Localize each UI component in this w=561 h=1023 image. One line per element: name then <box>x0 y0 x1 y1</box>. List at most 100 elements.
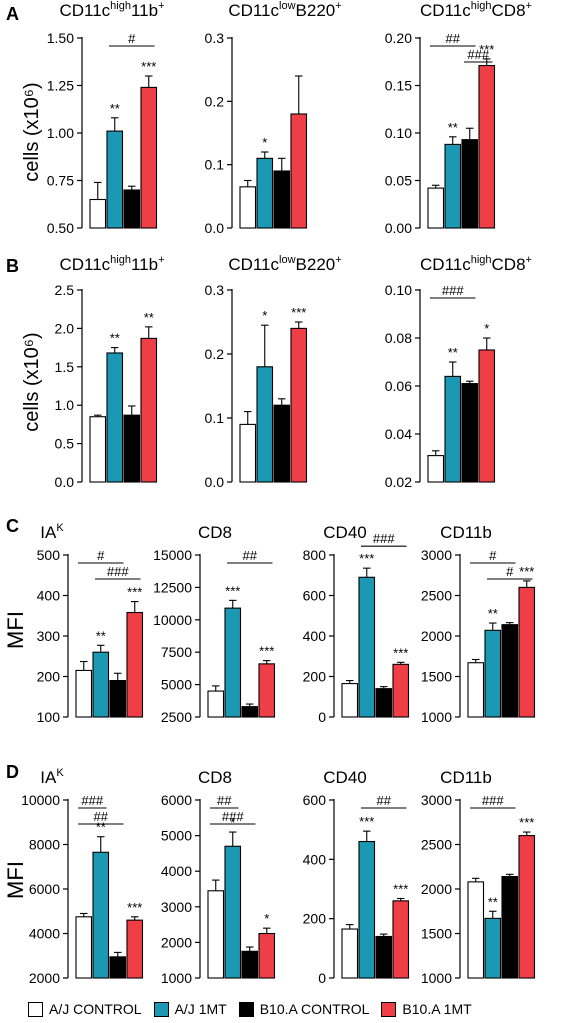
y-tick-label: 10000 <box>21 792 60 808</box>
bracket-label: ### <box>467 47 489 62</box>
chart-title: CD11clowB220+ <box>228 254 341 274</box>
y-axis-label-a: cells (x10⁶) <box>21 82 43 181</box>
significance-stars: *** <box>141 59 156 74</box>
y-tick-label: 2000 <box>161 934 192 950</box>
y-tick-label: 2000 <box>421 628 452 644</box>
y-tick-label: 0.05 <box>385 173 412 189</box>
legend-swatch-b10a-1mt <box>381 1001 397 1017</box>
bar-b10-a-control <box>273 404 291 483</box>
y-tick-label: 4000 <box>29 926 60 942</box>
y-tick-label: 3000 <box>161 899 192 915</box>
y-tick-label: 2500 <box>421 588 452 604</box>
title-text: B220 <box>296 255 336 274</box>
bar-b10-a-control <box>501 624 519 718</box>
bar-a-j-control <box>467 662 485 718</box>
chart-title: CD11b <box>440 768 492 787</box>
y-tick-label: 1000 <box>421 709 452 725</box>
bar-a-j-control <box>207 690 225 718</box>
chart-title: CD8 <box>198 523 232 542</box>
bar-a-j-control <box>427 187 445 229</box>
bar-a-j-control <box>239 186 257 229</box>
chart-2: CD11clowB220+ 0.0 0.1 0.2 0.3 * <box>205 0 342 236</box>
significance-stars: ** <box>448 345 458 360</box>
bar-a-j-1mt <box>92 651 110 718</box>
y-axis-label-b: cells (x10⁶) <box>21 332 43 431</box>
title-superscript: low <box>279 254 296 266</box>
bar-a-j-1mt <box>358 840 376 979</box>
bar-a-j-1mt <box>484 629 502 718</box>
bar-b10-a-1mt <box>478 65 496 229</box>
y-tick-label: 100 <box>37 709 61 725</box>
bar-a-j-control <box>89 198 107 229</box>
significance-stars: ** <box>110 331 120 346</box>
bracket-label: ### <box>482 793 504 808</box>
y-tick-label: 500 <box>37 547 61 563</box>
significance-stars: *** <box>393 645 408 660</box>
y-tick-label: 200 <box>303 911 327 927</box>
legend-label-aj-control: A/J CONTROL <box>49 1001 142 1017</box>
title-superscript: + <box>526 254 532 266</box>
bar-a-j-control <box>341 928 359 979</box>
bar-a-j-control <box>75 669 93 718</box>
y-tick-label: 2000 <box>421 881 452 897</box>
title-superscript: K <box>56 767 64 779</box>
title-text: CD8 <box>492 1 526 20</box>
legend-item-b10a-1mt: B10.A 1MT <box>381 1001 472 1017</box>
chart-6: CD11chighCD8+0.020.040.060.080.10***### <box>385 254 532 490</box>
chart-title: CD8 <box>198 768 232 787</box>
title-superscript: high <box>110 254 131 266</box>
chart-title: CD40 <box>323 768 366 787</box>
y-tick-label: 4000 <box>161 863 192 879</box>
y-tick-label: 1.00 <box>47 125 74 141</box>
y-tick-label: 0.50 <box>47 220 74 236</box>
y-tick-label: 1.5 <box>55 359 75 375</box>
bracket-label: ### <box>442 283 464 298</box>
bracket-label: # <box>506 564 514 579</box>
y-tick-label: 400 <box>303 851 327 867</box>
y-axis-label-d: MFI <box>3 861 28 899</box>
panel-letter-a: A <box>6 4 19 24</box>
bar-a-j-1mt <box>224 607 242 718</box>
bracket-label: # <box>489 548 497 563</box>
significance-stars: *** <box>225 583 240 598</box>
bar-b10-a-control <box>109 956 127 979</box>
bar-a-j-1mt <box>92 851 110 979</box>
y-tick-label: 7500 <box>161 644 192 660</box>
bracket-label: ## <box>243 548 258 563</box>
chart-title: CD11b <box>440 523 492 542</box>
y-tick-label: 1500 <box>421 926 452 942</box>
bar-b10-a-1mt <box>518 586 536 718</box>
bar-b10-a-1mt <box>126 919 144 979</box>
bar-b10-a-control <box>461 383 479 483</box>
bar-b10-a-control <box>461 139 479 229</box>
legend-swatch-b10a-control <box>238 1001 254 1017</box>
chart-title: CD11chighCD8+ <box>420 254 532 274</box>
legend-item-b10a-control: B10.A CONTROL <box>238 1001 369 1017</box>
title-superscript: + <box>526 0 532 12</box>
chart-title: CD11chigh11b+ <box>59 254 164 274</box>
significance-stars: *** <box>393 881 408 896</box>
bar-b10-a-1mt <box>126 611 144 718</box>
y-tick-label: 1.0 <box>55 397 75 413</box>
y-tick-label: 0.3 <box>205 282 225 298</box>
bracket-label: ## <box>217 793 232 808</box>
bar-b10-a-control <box>241 706 259 718</box>
bar-b10-a-1mt <box>392 900 410 979</box>
bracket-label: ## <box>94 809 109 824</box>
bar-a-j-control <box>75 916 93 979</box>
legend-label-b10a-1mt: B10.A 1MT <box>402 1001 472 1017</box>
title-superscript: K <box>56 522 64 534</box>
y-tick-label: 400 <box>303 628 327 644</box>
y-tick-label: 0.10 <box>385 282 412 298</box>
bar-b10-a-1mt <box>290 327 308 483</box>
title-text: B220 <box>296 1 336 20</box>
chart-8: CD8 2500 5000 7500 10000 12500 15000 *** *** ## <box>153 523 276 725</box>
bar-b10-a-control <box>123 189 141 229</box>
y-tick-label: 0.1 <box>205 410 225 426</box>
significance-stars: *** <box>359 814 374 829</box>
y-tick-label: 0.5 <box>55 436 75 452</box>
